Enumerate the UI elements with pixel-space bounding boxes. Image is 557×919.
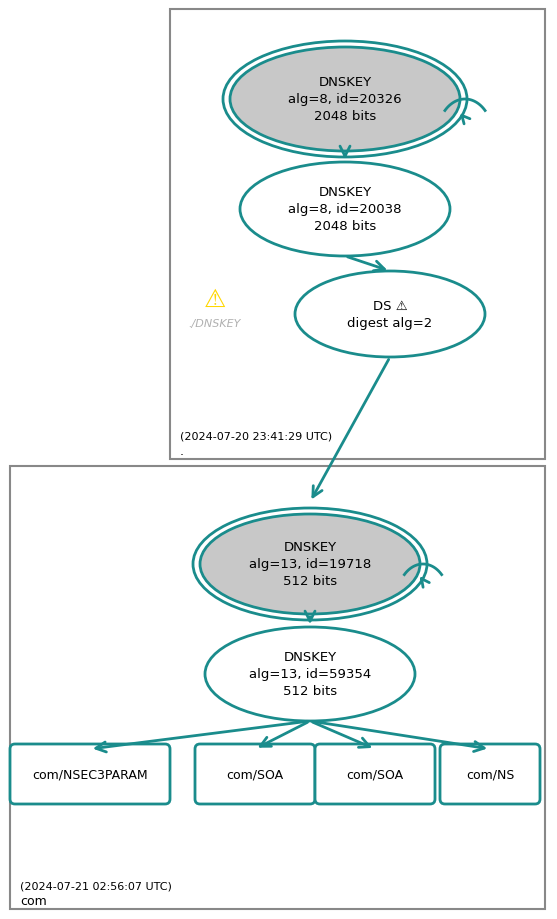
Bar [170,10,545,459]
Ellipse shape [200,515,420,614]
Text: .: . [180,445,184,458]
Text: (2024-07-21 02:56:07 UTC): (2024-07-21 02:56:07 UTC) [20,881,172,891]
Text: DNSKEY
alg=13, id=19718
512 bits: DNSKEY alg=13, id=19718 512 bits [249,541,371,588]
Text: com/SOA: com/SOA [227,767,284,780]
Text: com/NS: com/NS [466,767,514,780]
Text: com/NSEC3PARAM: com/NSEC3PARAM [32,767,148,780]
FancyBboxPatch shape [315,744,435,804]
Bar [10,467,545,909]
FancyBboxPatch shape [10,744,170,804]
Ellipse shape [205,628,415,721]
FancyBboxPatch shape [440,744,540,804]
Text: DNSKEY
alg=13, id=59354
512 bits: DNSKEY alg=13, id=59354 512 bits [249,651,371,698]
FancyBboxPatch shape [195,744,315,804]
Ellipse shape [240,163,450,256]
Text: DS ⚠
digest alg=2: DS ⚠ digest alg=2 [348,300,433,330]
Ellipse shape [230,48,460,152]
Ellipse shape [295,272,485,357]
Text: ./DNSKEY: ./DNSKEY [189,319,241,329]
Text: DNSKEY
alg=8, id=20326
2048 bits: DNSKEY alg=8, id=20326 2048 bits [288,76,402,123]
Text: com: com [20,894,47,907]
Text: (2024-07-20 23:41:29 UTC): (2024-07-20 23:41:29 UTC) [180,432,332,441]
Text: com/SOA: com/SOA [346,767,404,780]
Text: ⚠: ⚠ [204,288,226,312]
Text: DNSKEY
alg=8, id=20038
2048 bits: DNSKEY alg=8, id=20038 2048 bits [289,187,402,233]
